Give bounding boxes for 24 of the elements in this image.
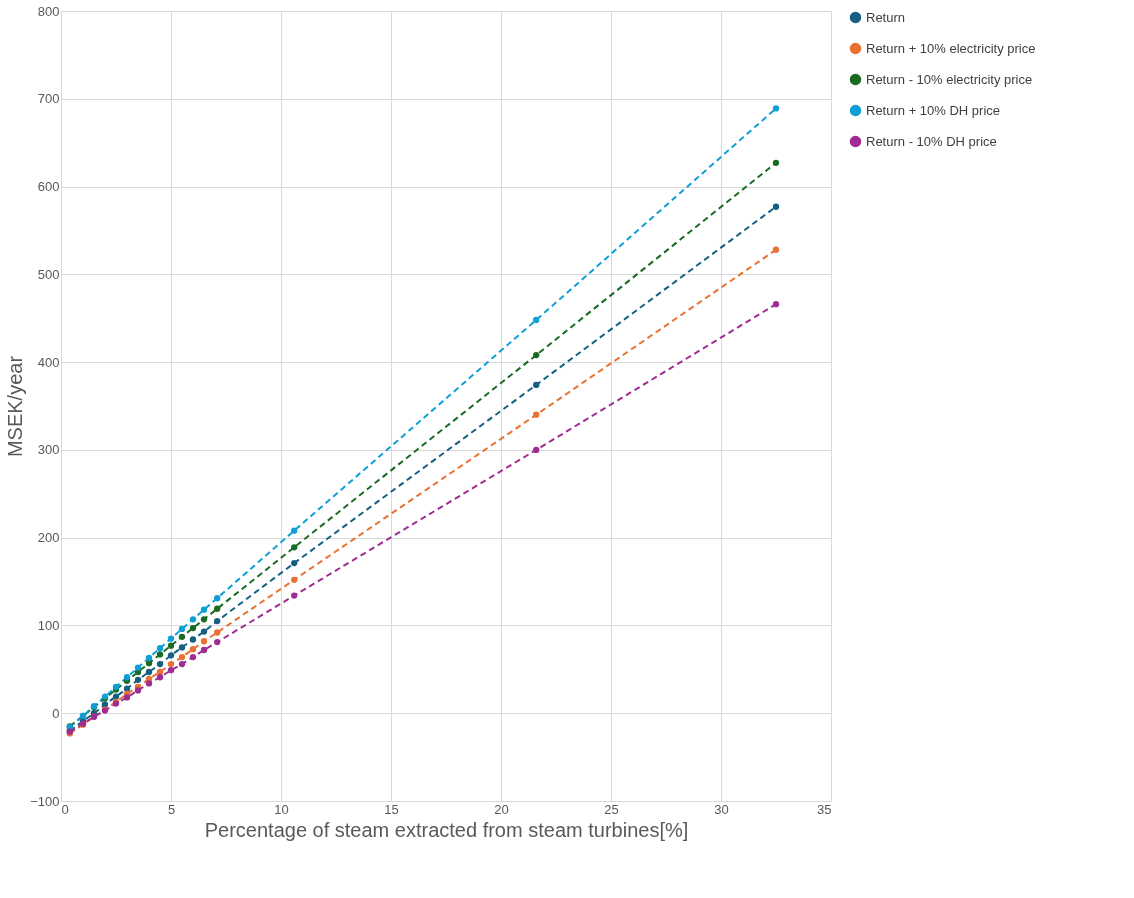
y-tick-label: 800	[37, 3, 60, 19]
y-tick-label: 400	[37, 354, 60, 370]
x-axis-title: Percentage of steam extracted from steam turbines[%]	[204, 818, 689, 841]
y-tick-label: 0	[52, 705, 60, 721]
x-tick-label: 20	[494, 801, 509, 817]
y-tick-label: 300	[37, 442, 60, 458]
x-tick-label: 25	[604, 801, 619, 817]
legend-label: Return + 10% DH price	[866, 102, 1001, 118]
x-tick-label: 15	[384, 801, 399, 817]
y-tick-label: 700	[37, 91, 60, 107]
legend-label: Return - 10% electricity price	[866, 71, 1033, 87]
legend-label: Return + 10% electricity price	[866, 40, 1036, 56]
y-tick-label: 200	[37, 530, 60, 546]
x-tick-label: 35	[817, 801, 832, 817]
legend-label: Return - 10% DH price	[866, 133, 997, 149]
y-tick-label: −100	[30, 793, 60, 809]
y-tick-label: 500	[37, 266, 60, 282]
y-tick-label: 600	[37, 179, 60, 195]
legend-label: Return	[866, 9, 906, 25]
x-tick-label: 5	[167, 801, 176, 817]
x-tick-label: 30	[714, 801, 729, 817]
x-tick-label: 10	[274, 801, 289, 817]
y-tick-label: 100	[37, 617, 60, 633]
y-axis-title: MSEK/year	[4, 355, 27, 458]
